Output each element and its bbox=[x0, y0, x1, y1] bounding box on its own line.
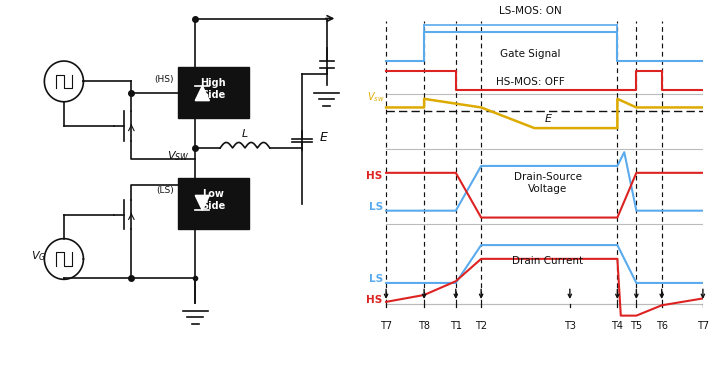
Text: Gate Signal: Gate Signal bbox=[501, 49, 561, 59]
Text: T4: T4 bbox=[611, 321, 623, 331]
Text: E: E bbox=[545, 114, 552, 124]
Text: $V_{SW}$: $V_{SW}$ bbox=[168, 149, 190, 163]
Text: LS: LS bbox=[368, 275, 383, 285]
Text: E: E bbox=[320, 131, 327, 144]
Text: LS-MOS: ON: LS-MOS: ON bbox=[499, 6, 562, 16]
Text: T7: T7 bbox=[380, 321, 392, 331]
Text: Low
Side: Low Side bbox=[201, 189, 225, 211]
Text: HS-MOS: OFF: HS-MOS: OFF bbox=[496, 77, 565, 87]
Text: $V_G$: $V_G$ bbox=[31, 249, 47, 263]
Text: $V_{sw}$: $V_{sw}$ bbox=[366, 90, 384, 104]
Polygon shape bbox=[195, 86, 209, 101]
Text: (LS): (LS) bbox=[156, 186, 174, 195]
Text: HS: HS bbox=[366, 171, 383, 181]
Polygon shape bbox=[195, 195, 209, 210]
Text: T6: T6 bbox=[656, 321, 667, 331]
Text: T1: T1 bbox=[450, 321, 462, 331]
Text: (HS): (HS) bbox=[155, 75, 174, 84]
Text: LS: LS bbox=[368, 202, 383, 212]
Text: HS: HS bbox=[366, 295, 383, 305]
Text: Drain Current: Drain Current bbox=[513, 256, 584, 266]
Text: T5: T5 bbox=[630, 321, 643, 331]
Text: L: L bbox=[242, 129, 248, 139]
Text: Drain-Source
Voltage: Drain-Source Voltage bbox=[514, 172, 582, 194]
Text: High
Side: High Side bbox=[200, 78, 226, 100]
Text: T3: T3 bbox=[564, 321, 576, 331]
FancyBboxPatch shape bbox=[178, 67, 248, 118]
Text: T7: T7 bbox=[697, 321, 709, 331]
FancyBboxPatch shape bbox=[178, 178, 248, 229]
Text: T8: T8 bbox=[418, 321, 430, 331]
Text: T2: T2 bbox=[475, 321, 487, 331]
